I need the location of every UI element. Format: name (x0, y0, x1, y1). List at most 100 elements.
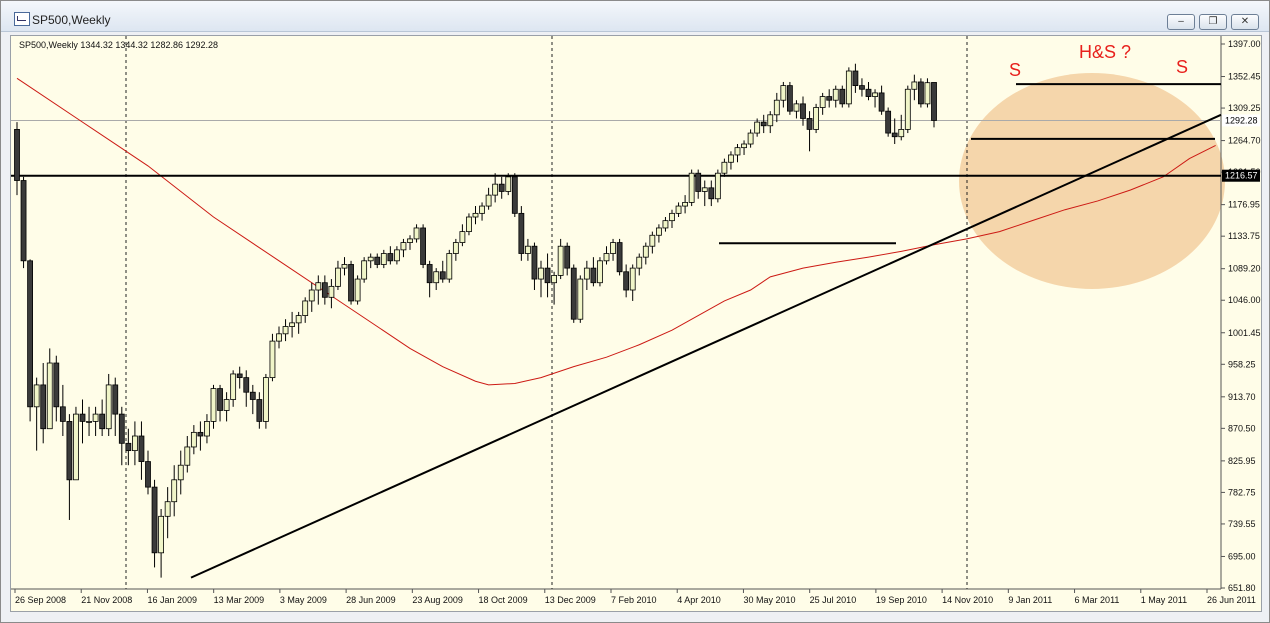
y-tick-label: 1264.70 (1228, 136, 1261, 146)
candle-body (282, 326, 289, 335)
candle-body (276, 333, 282, 342)
candle-body (570, 267, 577, 320)
y-tick-label: 1001.45 (1228, 328, 1261, 338)
candle-body (773, 99, 780, 116)
candle-body (348, 264, 354, 302)
candle-body (164, 501, 171, 517)
candle-body (413, 227, 420, 240)
candle-body (787, 85, 793, 112)
candle-body (256, 399, 263, 422)
y-tick-label: 1176.95 (1228, 200, 1260, 210)
price-badge-label: 1292.28 (1225, 115, 1258, 125)
x-tick-label: 18 Oct 2009 (479, 595, 528, 605)
candle-body (754, 121, 761, 134)
candle-body (289, 322, 296, 327)
annotation-label: H&S ? (1079, 42, 1131, 62)
candle-body (145, 461, 151, 488)
candle-body (701, 187, 708, 192)
candle-body (590, 267, 597, 284)
x-tick-label: 6 Mar 2011 (1075, 595, 1120, 605)
x-tick-label: 19 Sep 2010 (876, 595, 927, 605)
candle-body (813, 107, 819, 130)
candle-body (839, 88, 846, 105)
minimize-button[interactable]: – (1167, 14, 1195, 30)
restore-button[interactable]: ❐ (1199, 14, 1227, 30)
candle-body (105, 384, 112, 430)
x-tick-label: 26 Sep 2008 (15, 595, 66, 605)
candle-body (662, 220, 669, 229)
candle-body (472, 212, 479, 218)
candle-body (734, 147, 741, 156)
candle-body (236, 373, 243, 379)
x-tick-label: 13 Mar 2009 (214, 595, 265, 605)
candle-body (577, 278, 584, 320)
price-chart[interactable]: 1397.001352.451309.251264.701221.501176.… (11, 36, 1261, 611)
candle-body (40, 384, 47, 430)
candle-body (53, 362, 60, 408)
candle-body (695, 172, 702, 192)
candle-body (688, 172, 695, 203)
candle-body (623, 271, 630, 291)
candle-body (551, 275, 557, 284)
y-tick-label: 913.70 (1228, 392, 1256, 402)
x-tick-label: 28 Jun 2009 (346, 595, 396, 605)
window-titlebar[interactable]: SP500,Weekly – ❐ ✕ (1, 1, 1269, 32)
y-tick-label: 1309.25 (1228, 103, 1261, 113)
candle-body (793, 103, 800, 112)
candle-body (308, 289, 315, 302)
candle-body (243, 377, 250, 393)
candle-body (760, 121, 767, 127)
close-button[interactable]: ✕ (1231, 14, 1259, 30)
minimize-icon: – (1178, 16, 1184, 27)
candle-body (354, 278, 361, 302)
chart-icon (14, 12, 30, 26)
candle-body (400, 242, 407, 251)
candle-body (714, 172, 721, 200)
x-tick-label: 16 Jan 2009 (147, 595, 197, 605)
candle-body (557, 245, 564, 276)
candle-body (27, 260, 34, 408)
chart-area[interactable]: 1397.001352.451309.251264.701221.501176.… (10, 35, 1262, 612)
candle-body (721, 161, 728, 174)
candle-body (911, 81, 918, 90)
candle-body (446, 253, 453, 280)
candle-body (125, 442, 132, 452)
price-badge-bg (1222, 169, 1260, 182)
candle-body (525, 245, 531, 254)
candle-body (66, 421, 73, 481)
y-tick-label: 1089.20 (1228, 264, 1261, 274)
symbol-info: SP500,Weekly 1344.32 1344.32 1282.86 129… (19, 40, 218, 50)
candle-body (46, 362, 53, 430)
y-tick-label: 870.50 (1228, 423, 1256, 433)
y-tick-label: 651.80 (1228, 583, 1256, 593)
candle-body (649, 234, 656, 247)
candle-body (852, 70, 859, 87)
candle-body (420, 227, 427, 265)
candle-body (426, 264, 433, 284)
candle-body (878, 92, 885, 112)
x-tick-label: 21 Nov 2008 (81, 595, 132, 605)
candle-body (918, 81, 924, 105)
uptrend-line (190, 113, 1222, 579)
x-tick-label: 4 Apr 2010 (677, 595, 721, 605)
hs-highlight-ellipse (959, 73, 1225, 289)
window-title: SP500,Weekly (32, 13, 111, 27)
candle-body (380, 253, 387, 265)
candle-body (931, 82, 937, 121)
candle-body (204, 421, 210, 437)
candle-body (335, 267, 341, 287)
candle-body (190, 431, 197, 448)
x-tick-label: 30 May 2010 (743, 595, 795, 605)
y-tick-label: 1397.00 (1228, 39, 1261, 49)
x-tick-label: 13 Dec 2009 (545, 595, 596, 605)
candle-body (682, 202, 688, 207)
candle-body (171, 479, 178, 503)
candle-body (518, 212, 525, 254)
candle-body (767, 114, 774, 127)
candle-body (538, 267, 544, 280)
candle-body (865, 88, 872, 97)
candle-body (597, 260, 603, 284)
candle-body (184, 446, 191, 466)
candle-body (158, 515, 165, 554)
candle-body (86, 421, 92, 423)
